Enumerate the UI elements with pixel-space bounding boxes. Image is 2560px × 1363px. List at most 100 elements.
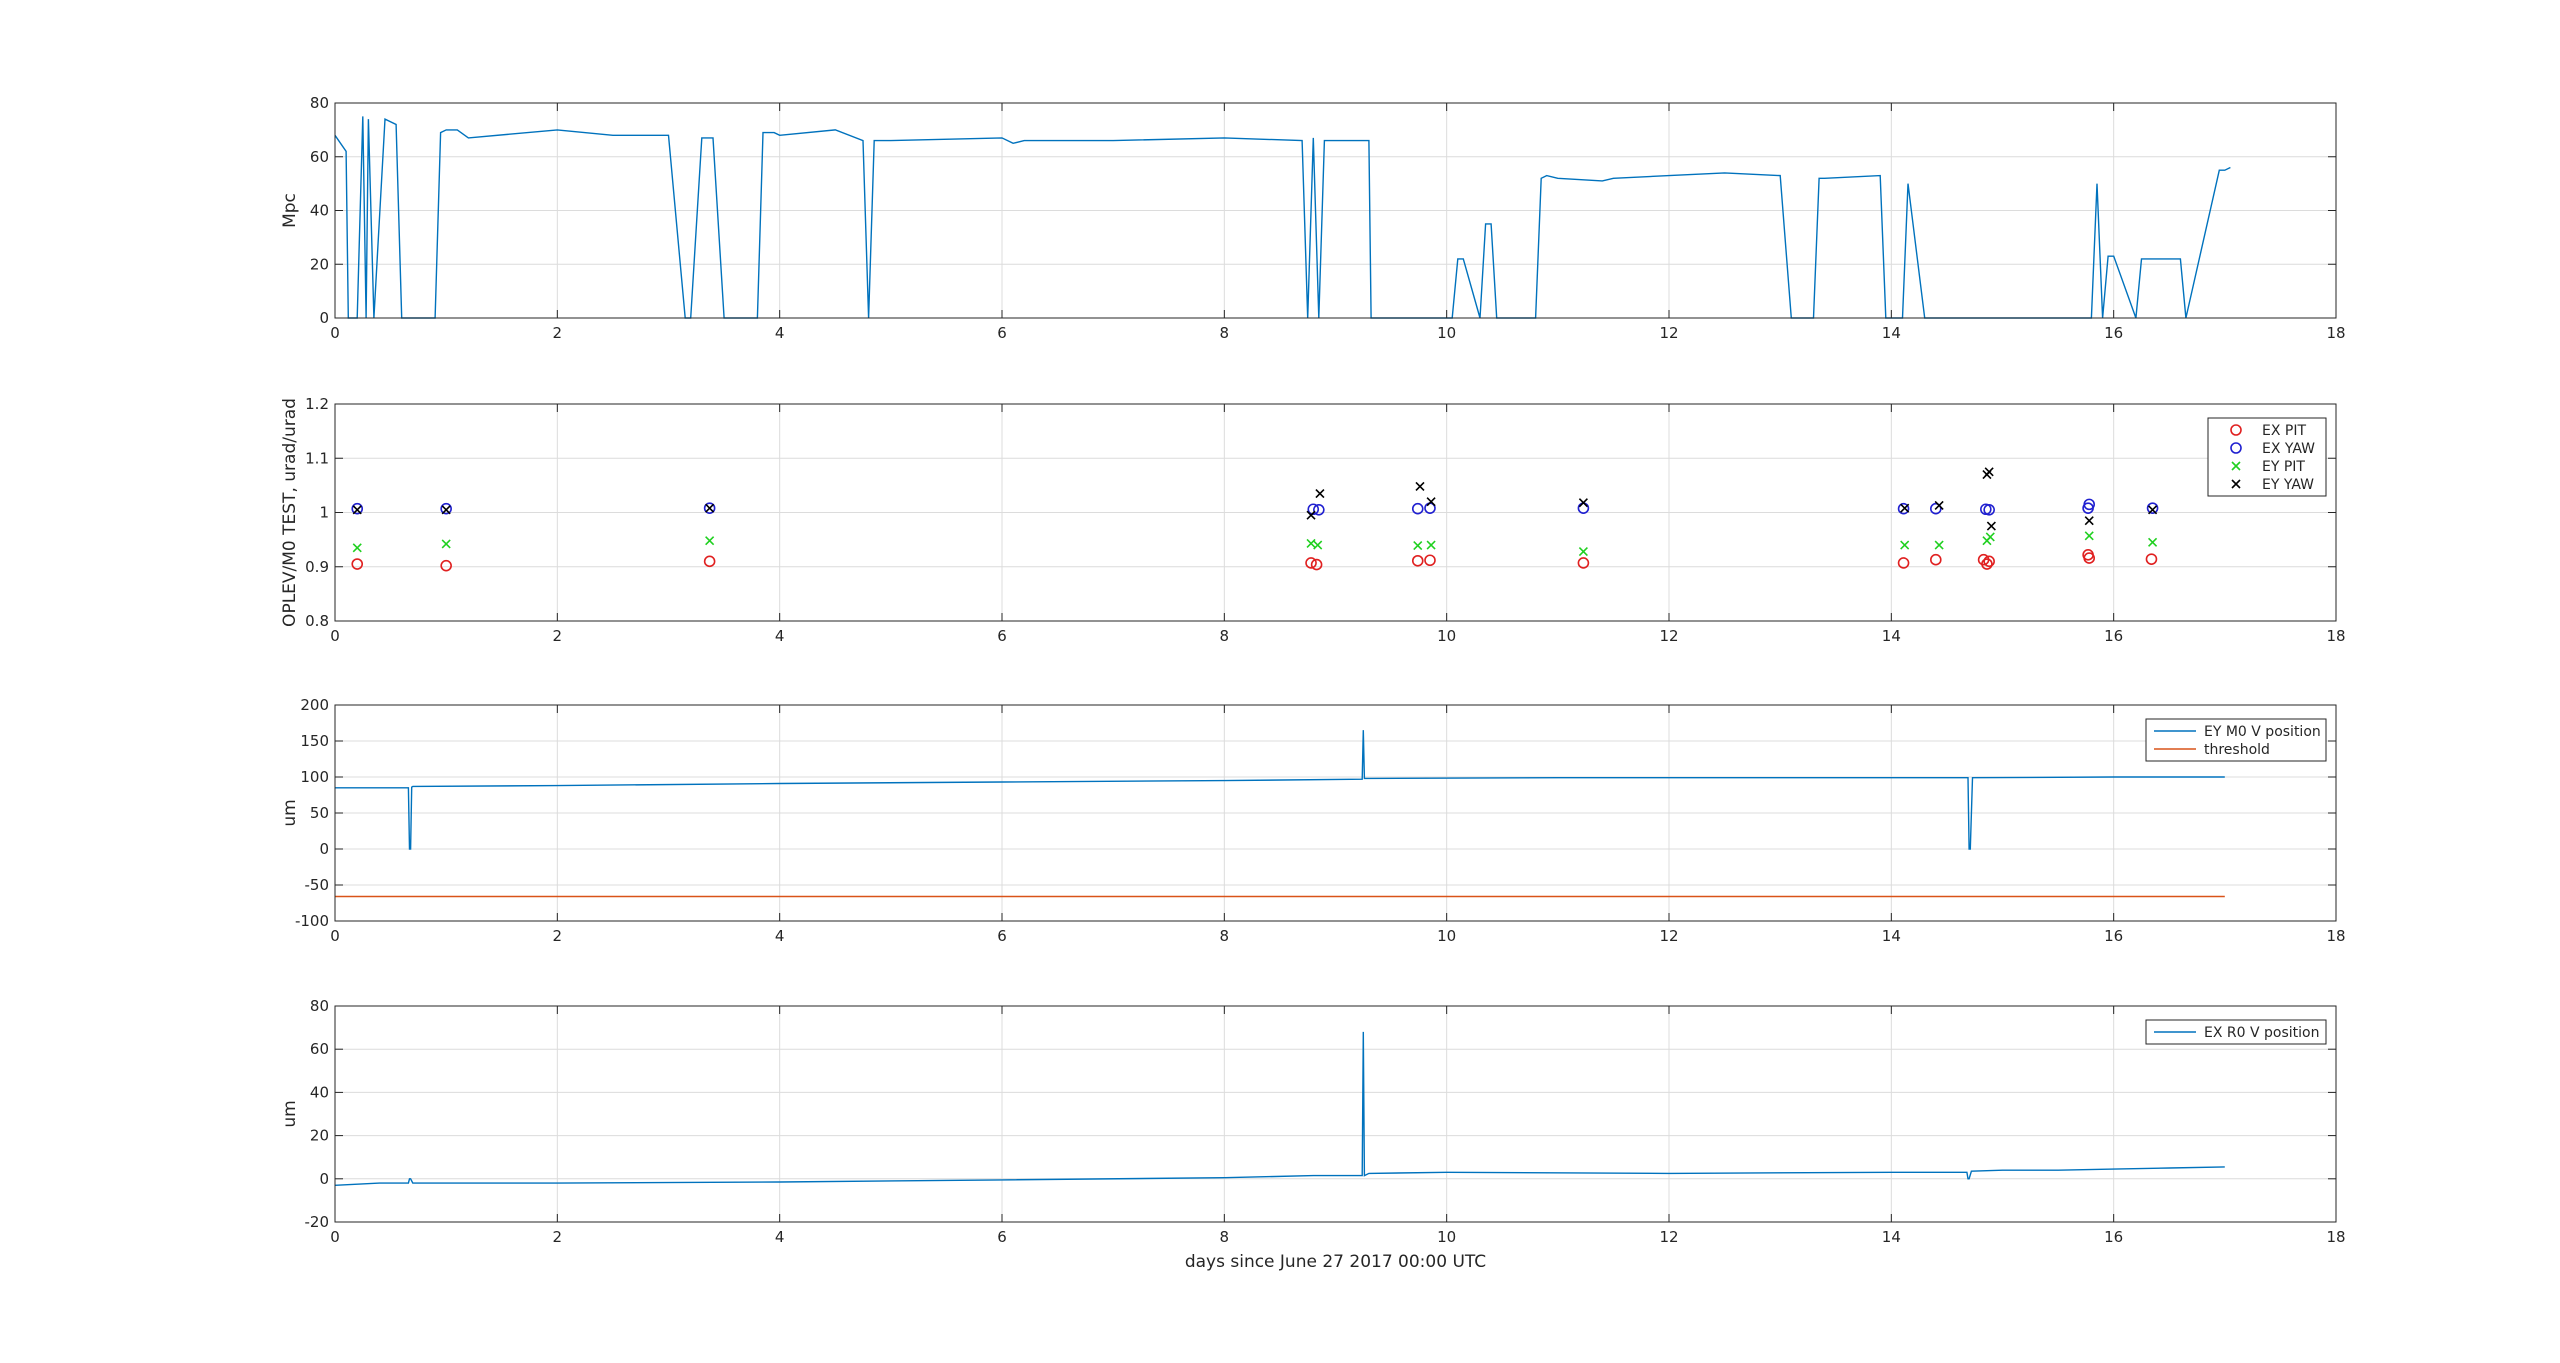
x-tick-label: 12	[1659, 927, 1678, 945]
x-tick-label: 0	[330, 627, 340, 645]
y-tick-label: 40	[310, 1083, 329, 1101]
data-point	[1981, 558, 1993, 570]
x-tick-label: 4	[775, 324, 785, 342]
data-point	[1900, 540, 1910, 550]
y-tick-label: 200	[300, 696, 329, 714]
x-tick-label: 6	[997, 1228, 1007, 1246]
legend-box	[2145, 718, 2327, 762]
y-axis-label: Mpc	[280, 193, 300, 228]
x-tick-label: 14	[1882, 324, 1901, 342]
data-point	[2083, 552, 2096, 564]
series-line	[335, 730, 2225, 850]
data-point	[1307, 503, 1320, 516]
data-point	[1310, 558, 1323, 571]
y-tick-label: 1	[319, 504, 329, 522]
y-tick-label: 80	[310, 997, 329, 1015]
y-tick-label: 100	[300, 768, 329, 786]
y-tick-label: 60	[310, 1040, 329, 1058]
x-tick-label: 0	[330, 324, 340, 342]
x-tick-label: 18	[2326, 627, 2345, 645]
data-point	[1578, 498, 1588, 508]
data-point	[1415, 481, 1425, 492]
x-tick-label: 12	[1659, 324, 1678, 342]
data-point	[440, 559, 452, 572]
data-point	[1411, 554, 1424, 567]
data-point	[705, 503, 715, 513]
data-point	[2084, 516, 2094, 526]
legend-label: EX YAW	[2262, 441, 2315, 457]
x-tick-label: 14	[1882, 627, 1901, 645]
y-tick-label: 20	[310, 255, 329, 273]
x-tick-label: 12	[1659, 627, 1678, 645]
y-tick-label: 1.2	[305, 395, 329, 413]
data-point	[1577, 502, 1590, 514]
y-axis-label: um	[280, 799, 300, 826]
series-line	[334, 1031, 2225, 1186]
y-tick-label: 150	[300, 732, 329, 750]
y-tick-label: -50	[305, 876, 330, 894]
x-tick-label: 10	[1437, 1228, 1456, 1246]
data-point	[1930, 502, 1942, 515]
data-point	[1306, 538, 1316, 548]
x-tick-label: 16	[2104, 324, 2123, 342]
y-tick-label: 0	[319, 840, 329, 858]
data-point	[705, 536, 715, 546]
x-tick-label: 10	[1437, 324, 1456, 342]
legend-label: EY M0 V position	[2204, 724, 2321, 740]
data-point	[1411, 502, 1424, 515]
legend-box	[2207, 417, 2327, 497]
x-tick-label: 6	[997, 324, 1007, 342]
x-tick-label: 10	[1437, 927, 1456, 945]
data-point	[441, 539, 451, 549]
x-tick-label: 16	[2104, 627, 2123, 645]
legend-label: EX R0 V position	[2204, 1025, 2319, 1041]
data-point	[1983, 555, 1995, 568]
data-point	[1934, 540, 1944, 550]
x-tick-label: 18	[2326, 1228, 2345, 1246]
legend-marker	[2231, 479, 2241, 489]
legend: EX PIT EX YAW EY PIT EY YAW	[2207, 417, 2327, 497]
data-point	[2145, 553, 2158, 565]
x-tick-label: 8	[1220, 1228, 1230, 1246]
data-point	[1424, 554, 1436, 567]
data-point	[703, 502, 716, 514]
data-point	[441, 505, 451, 515]
x-tick-label: 4	[775, 927, 785, 945]
x-tick-label: 8	[1220, 324, 1230, 342]
x-tick-label: 18	[2326, 324, 2345, 342]
y-tick-label: 40	[310, 202, 329, 220]
y-tick-label: 0.8	[305, 612, 329, 630]
data-point	[2148, 537, 2158, 547]
data-point	[1426, 497, 1436, 507]
x-tick-label: 6	[997, 627, 1007, 645]
x-tick-label: 8	[1220, 927, 1230, 945]
data-point	[351, 502, 364, 515]
y-tick-label: 0	[319, 309, 329, 327]
data-point	[1985, 532, 1995, 542]
x-tick-label: 8	[1220, 627, 1230, 645]
data-point	[352, 543, 362, 553]
y-tick-label: -100	[295, 912, 329, 930]
data-point	[1897, 502, 1910, 515]
x-tick-label: 2	[553, 927, 563, 945]
legend-marker	[2231, 461, 2241, 471]
y-tick-label: -20	[305, 1213, 330, 1231]
y-tick-label: 80	[310, 94, 329, 112]
legend-marker	[2230, 424, 2242, 436]
data-point	[1934, 500, 1944, 511]
data-point	[1426, 540, 1436, 550]
data-point	[1313, 503, 1325, 516]
x-tick-label: 16	[2104, 927, 2123, 945]
data-point	[1305, 557, 1317, 569]
x-tick-label: 14	[1882, 927, 1901, 945]
x-tick-label: 0	[330, 927, 340, 945]
y-tick-label: 50	[310, 804, 329, 822]
axes-frame	[334, 1005, 2337, 1223]
data-point	[1983, 503, 1995, 516]
data-point	[351, 558, 364, 570]
legend: EX R0 V position	[2145, 1019, 2327, 1045]
legend-label: EY PIT	[2262, 459, 2305, 475]
data-point	[1930, 553, 1942, 566]
x-axis-label: days since June 27 2017 00:00 UTC	[1185, 1252, 1486, 1272]
